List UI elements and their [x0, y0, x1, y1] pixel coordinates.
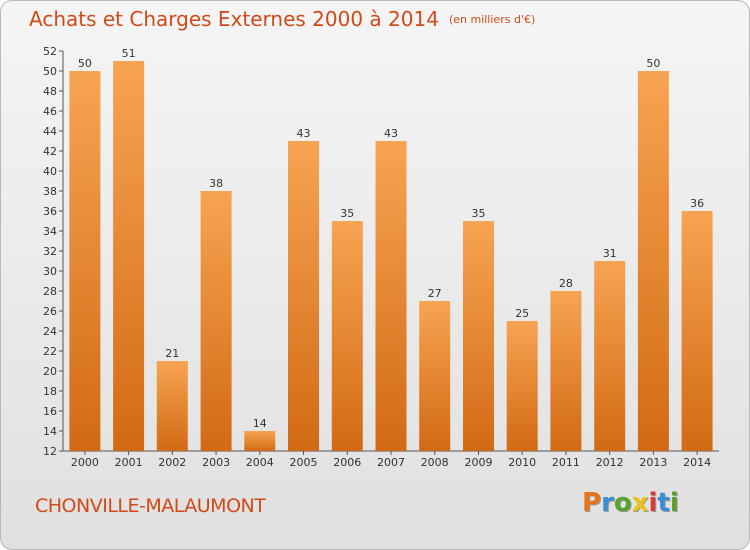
bar-value-label: 21 — [165, 347, 179, 360]
x-tick-label: 2004 — [246, 456, 274, 469]
y-tick-label: 14 — [43, 425, 57, 438]
y-tick-label: 44 — [43, 125, 57, 138]
y-tick-label: 52 — [43, 45, 57, 58]
bar-value-label: 50 — [78, 57, 92, 70]
bar — [69, 71, 101, 451]
y-tick-label: 20 — [43, 365, 57, 378]
y-tick-label: 46 — [43, 105, 57, 118]
bar-value-label: 36 — [690, 197, 704, 210]
chart-subtitle: (en milliers d'€) — [448, 13, 536, 26]
bar-value-label: 35 — [472, 207, 486, 220]
x-tick-label: 2005 — [290, 456, 318, 469]
y-tick-label: 38 — [43, 185, 57, 198]
bar — [375, 141, 407, 451]
axis-layer: 12 14 16 18 20 22 24 26 28 30 32 34 36 38 40 42 44 46 48 50… — [43, 45, 719, 469]
y-tick-label: 30 — [43, 265, 57, 278]
y-tick-label: 40 — [43, 165, 57, 178]
bar-value-label: 38 — [209, 177, 223, 190]
bar-value-label: 35 — [340, 207, 354, 220]
x-tick-label: 2009 — [465, 456, 493, 469]
bar — [244, 431, 276, 451]
x-tick-label: 2001 — [115, 456, 143, 469]
proxiti-logo: Proxiti — [582, 488, 679, 518]
bar — [200, 191, 232, 451]
y-tick-label: 22 — [43, 345, 57, 358]
bar-value-label: 51 — [122, 47, 136, 60]
logo-letter: i — [669, 488, 679, 518]
logo-letter: P — [582, 488, 602, 518]
x-tick-label: 2012 — [596, 456, 624, 469]
bar-value-label: 50 — [646, 57, 660, 70]
chart-title-block: Achats et Charges Externes 2000 à 2014 (e… — [29, 7, 535, 31]
y-tick-label: 36 — [43, 205, 57, 218]
x-tick-label: 2013 — [639, 456, 667, 469]
bar — [463, 221, 494, 451]
data-labels-layer: 50 51 21 38 14 43 35 43 27 35 25 28 31 50 36 — [78, 47, 704, 430]
bars-layer — [69, 61, 713, 451]
y-tick-label: 26 — [43, 305, 57, 318]
chart-title: Achats et Charges Externes 2000 à 2014 — [29, 7, 439, 31]
bar-value-label: 25 — [515, 307, 529, 320]
bar-value-label: 43 — [297, 127, 311, 140]
bar — [681, 211, 713, 451]
bar-value-label: 28 — [559, 277, 573, 290]
x-tick-label: 2008 — [421, 456, 449, 469]
logo-letter: r — [601, 488, 614, 518]
bar — [637, 71, 669, 451]
bar-value-label: 27 — [428, 287, 442, 300]
y-tick-label: 50 — [43, 65, 57, 78]
logo-letter: o — [613, 488, 632, 518]
bar — [113, 61, 145, 451]
y-tick-label: 42 — [43, 145, 57, 158]
x-tick-label: 2006 — [333, 456, 361, 469]
x-tick-label: 2014 — [683, 456, 711, 469]
y-tick-label: 28 — [43, 285, 57, 298]
x-tick-label: 2003 — [202, 456, 230, 469]
bar — [419, 301, 451, 451]
logo-letter: i — [648, 488, 658, 518]
bar — [288, 141, 319, 451]
y-tick-label: 12 — [43, 445, 57, 458]
y-tick-label: 24 — [43, 325, 57, 338]
bar-value-label: 14 — [253, 417, 267, 430]
bar — [594, 261, 626, 451]
x-tick-label: 2010 — [508, 456, 536, 469]
x-tick-label: 2002 — [158, 456, 186, 469]
bar-value-label: 31 — [603, 247, 617, 260]
place-name: CHONVILLE-MALAUMONT — [35, 495, 266, 517]
bar — [506, 321, 538, 451]
x-tick-label: 2000 — [71, 456, 99, 469]
logo-letter: x — [631, 488, 649, 518]
bar — [331, 221, 363, 451]
x-tick-label: 2011 — [552, 456, 580, 469]
bar — [550, 291, 582, 451]
y-tick-label: 18 — [43, 385, 57, 398]
bar — [156, 361, 188, 451]
logo-letter: t — [657, 488, 670, 518]
y-tick-label: 16 — [43, 405, 57, 418]
y-tick-label: 32 — [43, 245, 57, 258]
y-tick-label: 48 — [43, 85, 57, 98]
y-tick-label: 34 — [43, 225, 57, 238]
bar-value-label: 43 — [384, 127, 398, 140]
x-tick-label: 2007 — [377, 456, 405, 469]
